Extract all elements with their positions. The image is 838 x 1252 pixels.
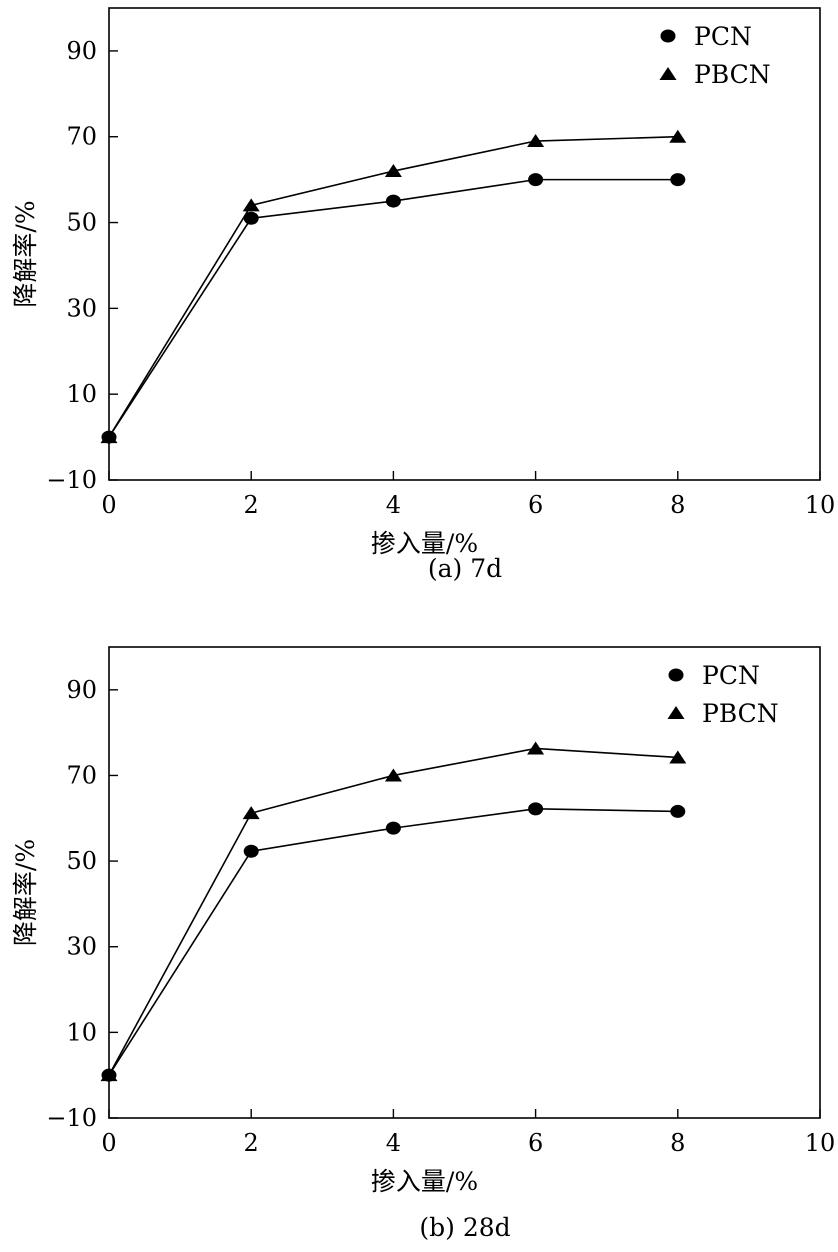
chart-a-point-pbcn (669, 129, 687, 143)
chart-b-caption: (b) 28d (419, 1213, 510, 1242)
chart-a-y-tick-label: 10 (66, 380, 97, 408)
chart-a-x-tick-label: 4 (386, 491, 401, 519)
chart-a-y-tick-label: 70 (66, 123, 97, 151)
chart-a-x-tick-label: 8 (670, 491, 685, 519)
chart-a-y-axis-title: 降解率/% (11, 200, 40, 307)
chart-a-point-pcn (385, 194, 401, 208)
chart-b-y-tick-label: 70 (66, 761, 97, 789)
chart-a-caption: (a) 7d (428, 554, 502, 583)
chart-b-legend-label-pbcn: PBCN (702, 699, 779, 728)
chart-b-y-tick-label: 30 (66, 933, 97, 961)
chart-b-point-pbcn (669, 750, 687, 764)
chart-a-point-pcn (528, 173, 544, 187)
chart-a-point-pbcn (384, 164, 402, 178)
chart-b-point-pcn (243, 844, 259, 858)
chart-a-series-pbcn-line (108, 135, 678, 438)
chart-b-x-tick-label: 2 (244, 1129, 259, 1157)
chart-b-y-tick-label: 50 (66, 847, 97, 875)
chart-a-x-tick-label: 0 (101, 491, 116, 519)
chart-b-point-pcn (670, 804, 686, 818)
chart-a-x-tick-label: 10 (805, 491, 836, 519)
chart-a-x-axis-title: 掺入量/% (371, 529, 478, 558)
chart-b-y-tick-label: −10 (46, 1104, 97, 1132)
chart-b: 0 2 4 6 8 10 −10 10 30 50 70 90 掺入量/% 降解率/% (b) 28d PCN… (11, 646, 836, 1242)
chart-b-legend-marker-pbcn (667, 706, 685, 719)
chart-a-point-pcn (243, 211, 259, 225)
chart-b-x-tick-label: 10 (805, 1129, 836, 1157)
chart-a-x-tick-label: 6 (528, 491, 543, 519)
chart-b-point-pbcn (100, 1068, 118, 1082)
chart-b-x-axis-title: 掺入量/% (371, 1167, 478, 1196)
chart-a-legend-marker-pbcn (659, 67, 677, 80)
chart-b-x-tick-label: 6 (528, 1129, 543, 1157)
chart-b-series-pcn-line (108, 808, 678, 1076)
chart-b-x-tick-label: 4 (386, 1129, 401, 1157)
chart-a-point-pbcn (242, 198, 260, 212)
chart-b-point-pbcn (527, 741, 545, 755)
chart-a-legend-marker-pcn (660, 29, 676, 43)
chart-a-point-pbcn (100, 430, 118, 444)
chart-a-point-pcn (670, 173, 686, 187)
chart-a-y-tick-label: 90 (66, 37, 97, 65)
chart-a-legend-label-pbcn: PBCN (694, 60, 771, 89)
chart-a-x-tick-label: 2 (244, 491, 259, 519)
chart-b-y-axis-title: 降解率/% (11, 839, 40, 946)
chart-b-point-pbcn (384, 768, 402, 782)
chart-b-series-pbcn-line (108, 747, 678, 1076)
chart-b-plot-frame (108, 646, 821, 1119)
chart-a-y-tick-label: 30 (66, 294, 97, 322)
chart-b-legend-label-pcn: PCN (702, 661, 760, 690)
chart-b-point-pbcn (242, 806, 260, 820)
chart-a-y-tick-label: −10 (46, 466, 97, 494)
chart-a-series-pcn-line (108, 178, 678, 438)
chart-b-x-tick-label: 0 (101, 1129, 116, 1157)
chart-b-y-tick-label: 90 (66, 676, 97, 704)
chart-a-point-pbcn (527, 134, 545, 148)
chart-b-legend: PCN PBCN (667, 661, 779, 728)
chart-a-legend: PCN PBCN (659, 22, 771, 89)
chart-a-legend-label-pcn: PCN (694, 22, 752, 51)
chart-b-legend-marker-pcn (668, 668, 684, 682)
chart-a-plot-frame (108, 7, 821, 481)
chart-b-y-tick-label: 10 (66, 1018, 97, 1046)
chart-a-y-tick-label: 50 (66, 209, 97, 237)
chart-b-x-tick-label: 8 (670, 1129, 685, 1157)
chart-b-point-pcn (528, 802, 544, 816)
chart-b-point-pcn (385, 821, 401, 835)
